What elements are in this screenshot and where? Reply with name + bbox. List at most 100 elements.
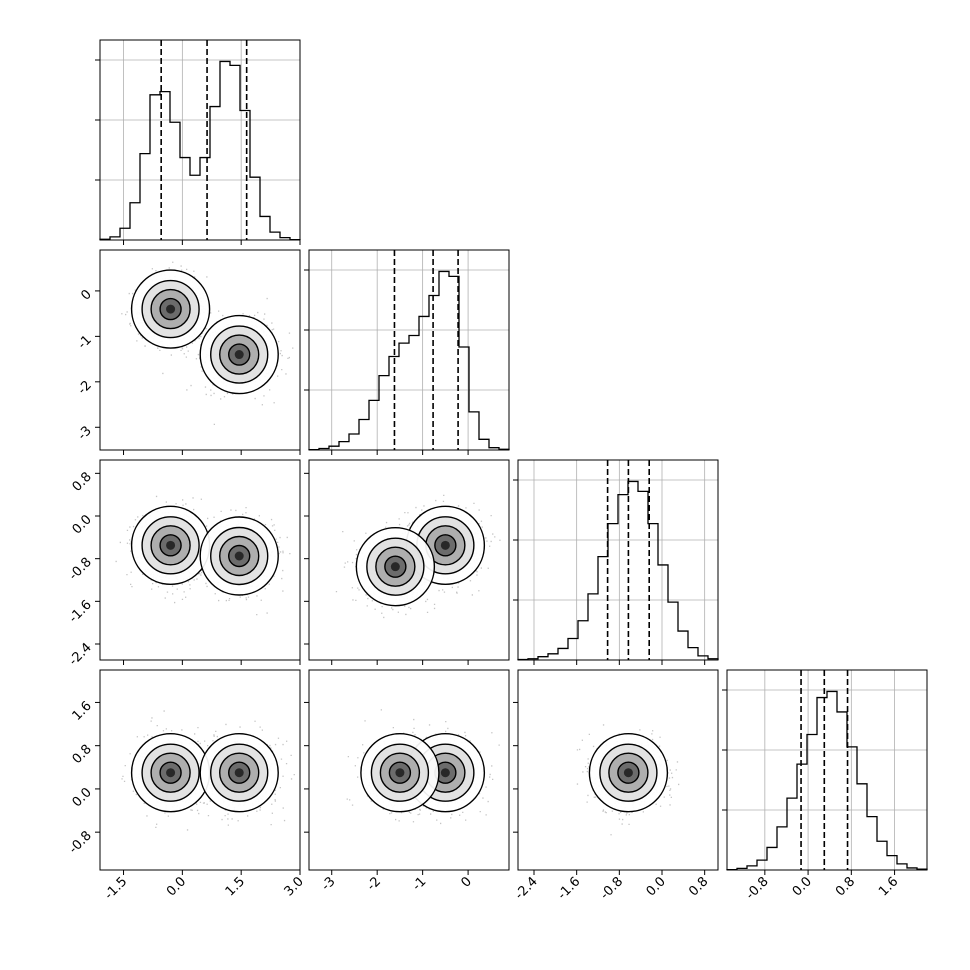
contour-line bbox=[130, 269, 211, 349]
x-tick-label: -1.6 bbox=[555, 874, 584, 903]
contour-line bbox=[150, 525, 191, 566]
panel-frame bbox=[308, 459, 510, 661]
joint-panel-2-3 bbox=[335, 494, 501, 619]
x-tick-label: 0.0 bbox=[644, 874, 669, 899]
y-tick-label: -1 bbox=[75, 333, 95, 353]
x-tick-label: 1.5 bbox=[223, 874, 248, 899]
contour-line bbox=[228, 343, 251, 366]
y-tick-label: 0.0 bbox=[70, 512, 95, 537]
x-tick-label: -1.5 bbox=[102, 874, 131, 903]
contour-line bbox=[588, 733, 669, 813]
density-level bbox=[166, 540, 176, 550]
contour-line bbox=[366, 537, 425, 596]
contour-line bbox=[141, 516, 200, 575]
y-tick-label: 1.6 bbox=[70, 699, 95, 724]
density-level bbox=[623, 768, 633, 778]
contour-line bbox=[159, 297, 182, 321]
contour-line bbox=[228, 761, 251, 784]
x-tick-label: 0.8 bbox=[833, 874, 858, 899]
panel-frame bbox=[99, 459, 301, 661]
y-tick-label: -0.8 bbox=[66, 828, 95, 857]
contour-line bbox=[599, 743, 658, 802]
density-level bbox=[166, 304, 176, 314]
contour-line bbox=[199, 516, 279, 596]
density-level bbox=[440, 540, 450, 550]
contour-line bbox=[379, 752, 421, 793]
contour-line bbox=[210, 325, 269, 384]
contour-line bbox=[150, 288, 191, 330]
contour-line bbox=[210, 526, 269, 586]
joint-panel-1-2 bbox=[121, 261, 294, 425]
y-tick-label: 0 bbox=[78, 287, 94, 303]
contour-line bbox=[210, 743, 269, 802]
y-tick-label: 0.8 bbox=[70, 470, 95, 495]
panel-frame bbox=[517, 459, 719, 661]
contour-line bbox=[434, 534, 457, 557]
panel-frame bbox=[308, 669, 510, 871]
contour-line bbox=[388, 761, 412, 784]
panel-frame bbox=[726, 669, 928, 871]
contour-line bbox=[150, 752, 191, 793]
contour-line bbox=[219, 752, 260, 793]
contour-line bbox=[141, 279, 200, 339]
histogram-panel-2 bbox=[304, 249, 510, 451]
y-tick-label: 0.0 bbox=[70, 785, 95, 810]
histogram-step-1 bbox=[99, 60, 301, 241]
x-tick-label: 0 bbox=[458, 874, 474, 890]
contour-line bbox=[370, 743, 430, 802]
x-tick-label: 3.0 bbox=[282, 874, 307, 899]
panel-frame bbox=[99, 249, 301, 451]
contour-line bbox=[219, 535, 260, 577]
contour-line bbox=[199, 733, 279, 813]
y-tick-label: -3 bbox=[75, 423, 95, 443]
x-tick-label: 0.0 bbox=[790, 874, 815, 899]
contour-line bbox=[228, 544, 251, 568]
x-tick-label: -2.4 bbox=[512, 874, 541, 903]
x-tick-label: 0.8 bbox=[686, 874, 711, 899]
contour-line bbox=[199, 314, 279, 395]
y-tick-label: -0.8 bbox=[66, 555, 95, 584]
histogram-panel-4 bbox=[722, 669, 928, 871]
contour-line bbox=[360, 733, 440, 813]
density-level bbox=[234, 350, 244, 360]
density-level bbox=[390, 562, 400, 572]
histogram-step-2 bbox=[308, 270, 510, 451]
x-tick-label: 0.0 bbox=[164, 874, 189, 899]
histogram-panel-3 bbox=[513, 459, 719, 661]
histogram-step-3 bbox=[517, 480, 719, 661]
contour-line bbox=[219, 334, 260, 375]
contour-line bbox=[384, 555, 407, 578]
x-tick-label: -0.8 bbox=[743, 874, 772, 903]
joint-panel-1-4 bbox=[121, 710, 295, 831]
x-tick-label: -1 bbox=[410, 874, 430, 894]
x-tick-label: -0.8 bbox=[598, 874, 627, 903]
density-level bbox=[166, 768, 176, 778]
contour-line bbox=[608, 752, 649, 793]
y-tick-label: 0.8 bbox=[70, 742, 95, 767]
panel-frame bbox=[308, 249, 510, 451]
x-tick-label: -3 bbox=[319, 874, 339, 894]
x-tick-label: -2 bbox=[364, 874, 384, 894]
density-level bbox=[234, 768, 244, 778]
density-level bbox=[395, 768, 405, 778]
contour-line bbox=[141, 743, 200, 802]
joint-panel-3-4 bbox=[576, 724, 680, 836]
histogram-step-4 bbox=[726, 690, 928, 871]
density-level bbox=[234, 551, 244, 561]
histogram-panel-1 bbox=[95, 39, 301, 241]
contour-line bbox=[375, 546, 416, 587]
joint-panel-1-3 bbox=[115, 495, 291, 616]
contour-line bbox=[617, 761, 640, 784]
contour-line bbox=[159, 761, 182, 784]
panel-frame bbox=[517, 669, 719, 871]
density-level bbox=[440, 768, 450, 778]
contour-line bbox=[159, 534, 182, 557]
joint-panel-2-4 bbox=[346, 709, 500, 825]
x-tick-label: 1.6 bbox=[876, 874, 901, 899]
contour-line bbox=[355, 526, 436, 607]
y-tick-label: -2 bbox=[75, 378, 95, 398]
panel-frame bbox=[99, 669, 301, 871]
panel-frame bbox=[99, 39, 301, 241]
y-tick-label: -1.6 bbox=[66, 598, 95, 627]
